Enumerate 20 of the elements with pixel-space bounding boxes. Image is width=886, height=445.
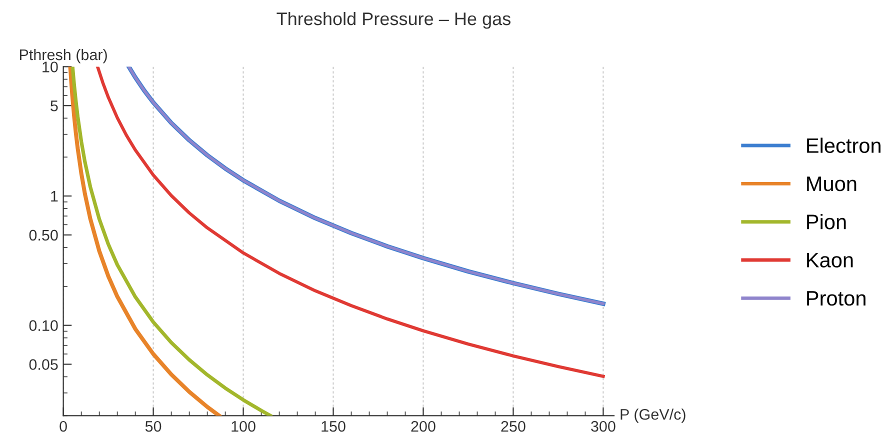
y-tick-label: 0.05 xyxy=(29,359,58,370)
y-tick-label: 10 xyxy=(42,62,58,72)
y-tick-label: 5 xyxy=(50,100,58,112)
legend-label: Proton xyxy=(807,291,866,306)
x-tick-label: 0 xyxy=(60,420,67,432)
x-axis-title: P (GeV/c) xyxy=(620,408,686,423)
legend-label: Kaon xyxy=(807,252,853,268)
chart-title: Threshold Pressure – He gas xyxy=(276,12,510,29)
x-tick-label: 250 xyxy=(501,420,526,432)
y-tick-label: 0.50 xyxy=(29,230,58,241)
legend-label: Pion xyxy=(807,214,846,230)
x-tick-label: 300 xyxy=(591,420,616,432)
legend-label: Muon xyxy=(807,176,856,192)
x-tick-label: 50 xyxy=(145,420,162,432)
y-tick-label: 0.10 xyxy=(29,320,58,332)
y-tick-label: 1 xyxy=(51,191,58,202)
x-tick-label: 150 xyxy=(322,420,346,432)
x-tick-label: 200 xyxy=(411,420,436,432)
legend-label: Electron xyxy=(807,138,880,153)
x-tick-label: 100 xyxy=(232,420,256,432)
